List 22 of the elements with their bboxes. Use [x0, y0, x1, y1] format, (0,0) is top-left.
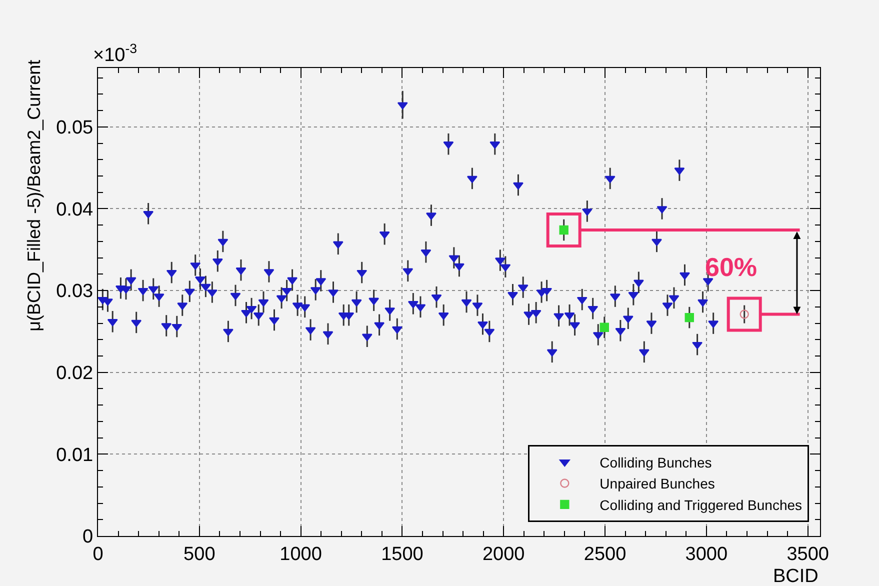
- y-tick-label: 0: [82, 526, 94, 548]
- legend-label: Colliding and Triggered Bunches: [600, 496, 802, 513]
- x-tick-label: 2500: [584, 544, 626, 565]
- y-tick-label: 0.05: [56, 118, 94, 139]
- legend-label: Unpaired Bunches: [600, 476, 715, 492]
- y-tick-label: 0.02: [56, 363, 94, 384]
- x-tick-label: 3000: [685, 544, 728, 565]
- text: ×10$^{-3}$: [93, 41, 138, 66]
- y-axis-title: μ(BCID_Filled -5)/Beam2_Current: [24, 60, 44, 332]
- x-tick-label: 500: [184, 544, 216, 565]
- point: [684, 312, 694, 322]
- legend-label: Colliding Bunches: [600, 454, 712, 471]
- x-tick-label: 2000: [482, 544, 525, 565]
- annotation: 60%: [705, 252, 758, 282]
- y-tick-label: 0.03: [56, 281, 94, 302]
- point: [600, 322, 610, 332]
- x-tick-label: 1000: [280, 544, 322, 565]
- x-tick-label: 1500: [381, 544, 424, 565]
- y-tick-label: 0.01: [56, 444, 94, 466]
- x-tick-label: 3500: [786, 544, 829, 565]
- x-axis-title: BCID: [773, 566, 818, 586]
- y-tick-label: 0.04: [56, 199, 94, 220]
